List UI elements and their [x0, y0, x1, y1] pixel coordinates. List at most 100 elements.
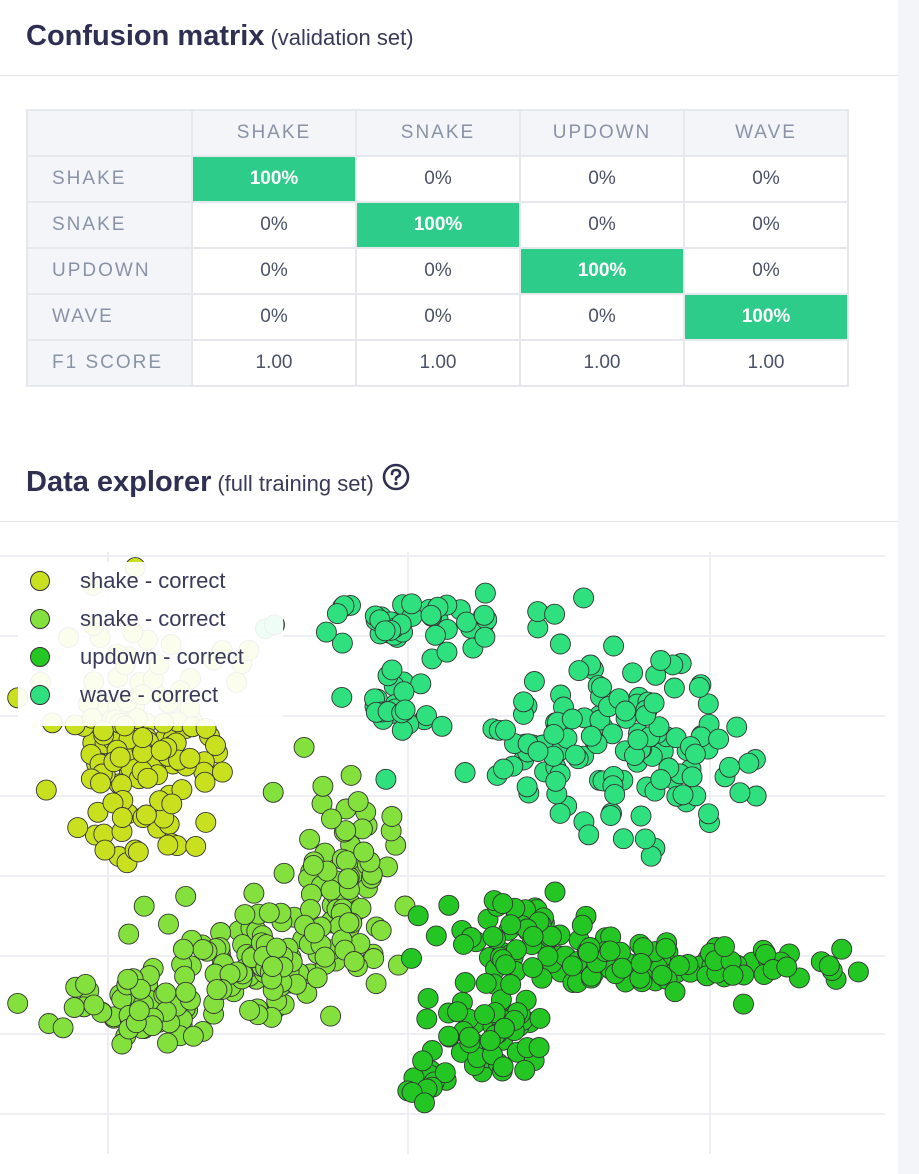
- scatter-point: [320, 879, 342, 901]
- scatter-point: [179, 747, 201, 769]
- scatter-point: [206, 979, 228, 1001]
- row-header: WAVE: [26, 293, 193, 341]
- scatter-point: [434, 1062, 456, 1084]
- question-circle-icon[interactable]: [382, 463, 410, 499]
- scatter-point: [438, 894, 460, 916]
- scatter-point: [474, 626, 496, 648]
- scrollbar-track[interactable]: [898, 0, 919, 1174]
- row-header: F1 SCORE: [26, 339, 193, 387]
- scatter-point: [75, 973, 97, 995]
- scatter-point: [500, 974, 522, 995]
- legend-item-shake[interactable]: shake - correct: [30, 562, 290, 600]
- matrix-cell: 0%: [355, 293, 521, 341]
- scatter-point: [394, 699, 416, 721]
- scatter-point: [340, 764, 362, 786]
- scatter-point: [577, 941, 599, 963]
- scatter-point: [578, 824, 600, 846]
- confusion-matrix-header: Confusion matrix (validation set): [0, 0, 898, 76]
- table-row: SNAKE 0% 100% 0% 0%: [26, 201, 849, 249]
- scatter-point: [157, 1032, 178, 1054]
- scatter-point: [239, 999, 261, 1021]
- scatter-point: [401, 947, 422, 969]
- scatter-point: [171, 779, 193, 801]
- scatter-point: [482, 926, 504, 948]
- f1-cell: 1.00: [519, 339, 685, 387]
- scatter-point: [543, 723, 565, 745]
- scatter-point: [668, 955, 690, 976]
- column-header: SHAKE: [191, 109, 357, 157]
- scatter-point: [132, 727, 154, 749]
- legend-swatch: [30, 647, 50, 667]
- scatter-point: [414, 1092, 435, 1114]
- scatter-point: [391, 719, 413, 741]
- data-explorer-plot[interactable]: shake - correct snake - correct updown -…: [0, 522, 898, 1174]
- column-header: SNAKE: [355, 109, 521, 157]
- scatter-point: [604, 783, 626, 805]
- scatter-point: [262, 956, 283, 977]
- scatter-point: [416, 1008, 438, 1030]
- scatter-point: [627, 729, 649, 751]
- scatter-point: [109, 746, 131, 768]
- scatter-point: [150, 740, 172, 762]
- legend-item-wave[interactable]: wave - correct: [30, 676, 290, 714]
- scatter-point: [425, 925, 447, 947]
- scatter-point: [133, 895, 155, 917]
- legend-item-snake[interactable]: snake - correct: [30, 600, 290, 638]
- f1-cell: 1.00: [355, 339, 521, 387]
- scatter-point: [672, 784, 694, 806]
- scatter-point: [365, 973, 387, 995]
- scatter-point: [544, 881, 566, 903]
- scatter-point: [571, 914, 593, 936]
- scatter-point: [393, 681, 415, 703]
- scatter-point: [458, 1026, 480, 1048]
- scatter-point: [431, 715, 453, 737]
- scatter-point: [381, 659, 403, 681]
- scatter-point: [157, 834, 179, 856]
- scatter-point: [495, 719, 516, 741]
- legend-item-updown[interactable]: updown - correct: [30, 638, 290, 676]
- scatter-point: [266, 937, 287, 959]
- scatter-point: [568, 660, 590, 682]
- matrix-cell: 0%: [191, 247, 357, 295]
- scatter-point: [331, 686, 353, 708]
- legend-label: updown - correct: [80, 644, 244, 669]
- scatter-point: [326, 603, 348, 625]
- scatter-point: [258, 902, 280, 924]
- scatter-point: [321, 808, 342, 830]
- scatter-point: [561, 708, 583, 730]
- scatter-point: [331, 632, 353, 654]
- scatter-point: [381, 806, 403, 827]
- scatter-point: [420, 604, 442, 626]
- scatter-point: [549, 802, 571, 824]
- scatter-point: [733, 993, 754, 1015]
- f1-score-row: F1 SCORE 1.00 1.00 1.00 1.00: [26, 339, 849, 387]
- scatter-point: [493, 758, 514, 780]
- scatter-point: [438, 1025, 460, 1047]
- scatter-point: [374, 620, 396, 642]
- scatter-point: [211, 761, 233, 783]
- scatter-point: [561, 955, 583, 977]
- legend-label: shake - correct: [80, 568, 226, 593]
- content-panel: Confusion matrix (validation set) SHAKE S…: [0, 0, 898, 1174]
- row-header: SHAKE: [26, 155, 193, 203]
- table-row: SHAKE 100% 0% 0% 0%: [26, 155, 849, 203]
- scatter-point: [175, 981, 197, 1003]
- row-header: UPDOWN: [26, 247, 193, 295]
- confusion-matrix-title: Confusion matrix (validation set): [26, 20, 414, 52]
- column-header: WAVE: [683, 109, 849, 157]
- scatter-point: [347, 791, 369, 813]
- scatter-point: [612, 828, 634, 850]
- matrix-cell: 0%: [355, 155, 521, 203]
- matrix-cell: 0%: [683, 155, 849, 203]
- legend-label: wave - correct: [80, 682, 219, 707]
- scatter-point: [375, 768, 397, 790]
- scatter-point: [87, 801, 109, 823]
- matrix-cell: 0%: [683, 247, 849, 295]
- scatter-point: [473, 604, 495, 626]
- matrix-cell: 0%: [519, 293, 685, 341]
- scatter-point: [314, 946, 336, 968]
- scatter-point: [306, 967, 328, 989]
- scatter-point: [818, 955, 840, 977]
- f1-cell: 1.00: [191, 339, 357, 387]
- legend-swatch: [30, 685, 50, 705]
